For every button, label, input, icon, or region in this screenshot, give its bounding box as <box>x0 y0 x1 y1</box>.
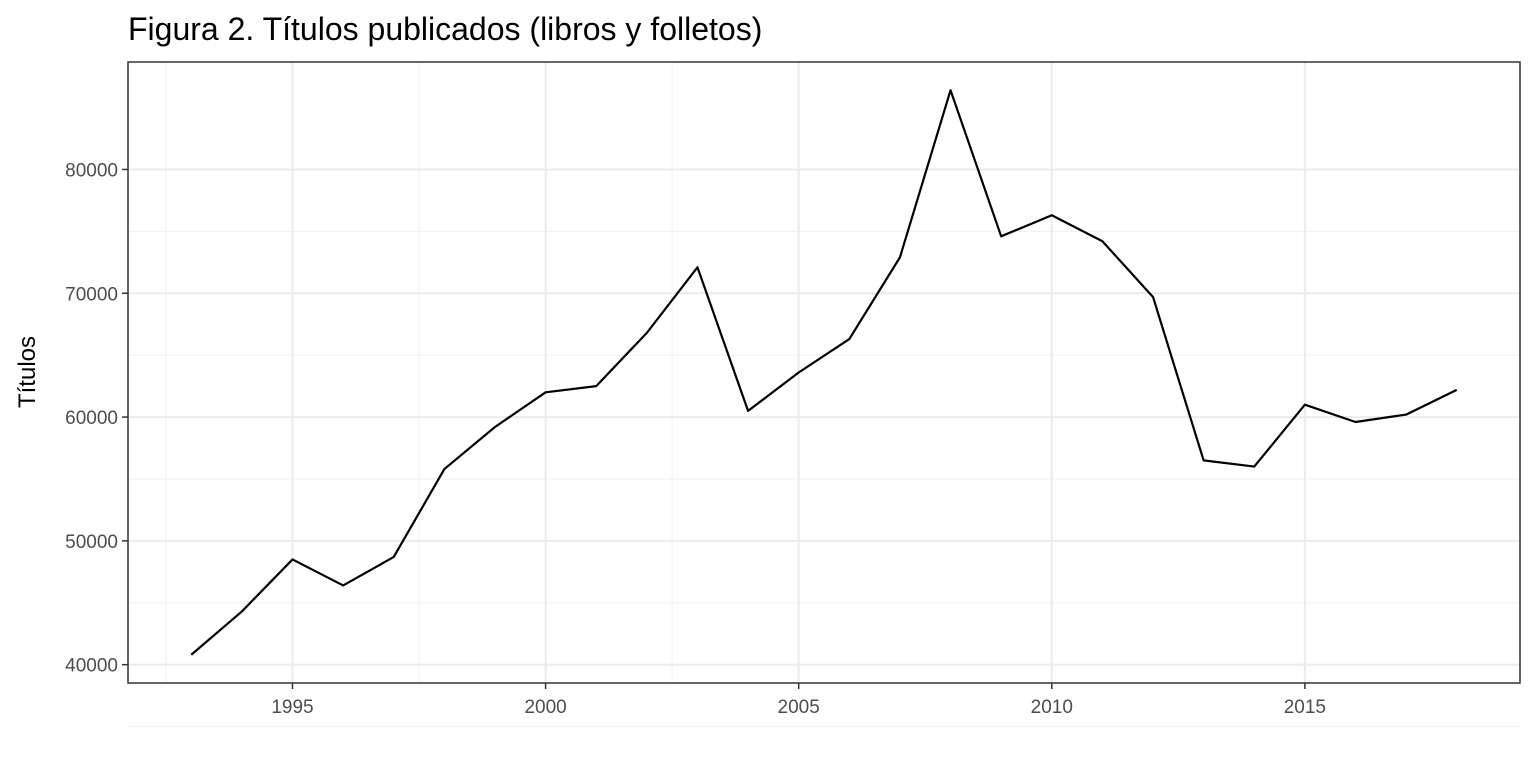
x-tick-label: 2005 <box>778 697 820 718</box>
y-tick-label: 70000 <box>65 284 118 305</box>
y-tick-label: 40000 <box>65 656 118 677</box>
chart-title: Figura 2. Títulos publicados (libros y f… <box>128 11 762 47</box>
y-tick-label: 80000 <box>65 160 118 181</box>
x-tick-label: 2000 <box>524 697 566 718</box>
y-tick-label: 60000 <box>65 408 118 429</box>
panel-border <box>127 61 1521 684</box>
data-line <box>190 89 1458 656</box>
y-axis-label: Títulos <box>14 336 41 408</box>
x-tick-label: 2010 <box>1031 697 1073 718</box>
y-tick-label: 50000 <box>65 532 118 553</box>
x-tick-label: 2015 <box>1284 697 1326 718</box>
x-tick-label: 1995 <box>271 697 313 718</box>
